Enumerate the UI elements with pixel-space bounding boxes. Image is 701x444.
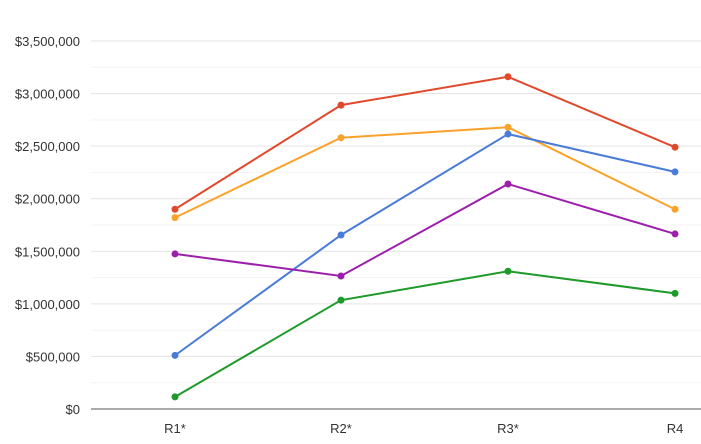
- series-line-4: [174, 270, 676, 398]
- data-point: [671, 289, 679, 297]
- data-point: [337, 296, 345, 304]
- data-point: [171, 250, 179, 258]
- y-tick-label: $0: [66, 402, 80, 417]
- data-point: [504, 73, 512, 81]
- series-line-3: [174, 182, 676, 278]
- series-line-1: [174, 126, 676, 219]
- data-point: [671, 168, 679, 176]
- data-point: [504, 130, 512, 138]
- data-point: [504, 180, 512, 188]
- data-point: [337, 231, 345, 239]
- x-tick-label: R3*: [497, 421, 519, 436]
- data-point: [671, 143, 679, 151]
- series-line-2: [174, 132, 676, 357]
- data-point: [504, 123, 512, 131]
- data-point: [504, 267, 512, 275]
- y-tick-label: $1,000,000: [15, 297, 80, 312]
- series-line-0: [174, 75, 676, 211]
- x-tick-label: R1*: [164, 421, 186, 436]
- data-point: [337, 101, 345, 109]
- y-tick-label: $2,500,000: [15, 139, 80, 154]
- y-tick-label: $1,500,000: [15, 244, 80, 259]
- data-point: [671, 230, 679, 238]
- data-point: [171, 205, 179, 213]
- data-point: [337, 134, 345, 142]
- y-tick-label: $500,000: [26, 349, 80, 364]
- data-point: [171, 393, 179, 401]
- x-tick-label: R2*: [330, 421, 352, 436]
- data-point: [337, 272, 345, 280]
- y-tick-label: $3,000,000: [15, 87, 80, 102]
- x-tick-label: R4: [667, 421, 684, 436]
- y-tick-label: $2,000,000: [15, 192, 80, 207]
- data-point: [171, 351, 179, 359]
- data-point: [171, 214, 179, 222]
- y-tick-label: $3,500,000: [15, 34, 80, 49]
- data-point: [671, 205, 679, 213]
